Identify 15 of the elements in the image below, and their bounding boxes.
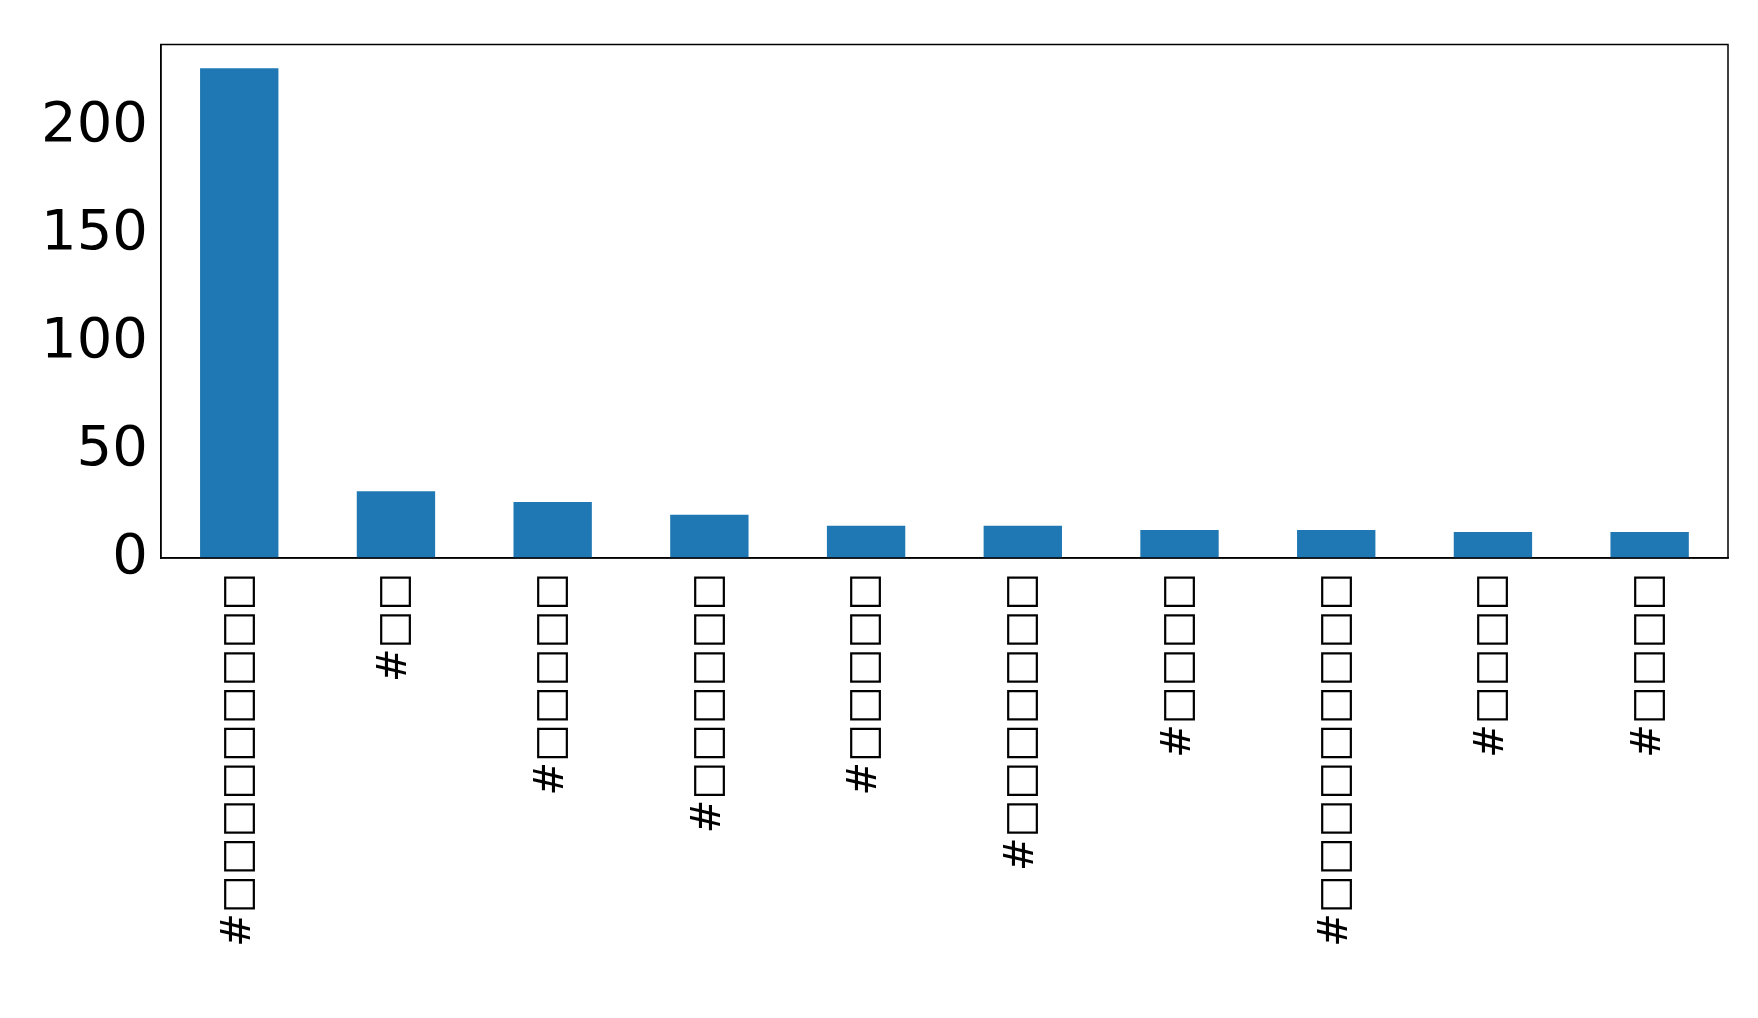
x-tick-label: #□□□□□□□ <box>996 573 1043 872</box>
x-tick-label: #□□□□□□ <box>682 573 729 834</box>
y-tick-label: 0 <box>112 520 148 586</box>
y-tick-label: 150 <box>41 196 148 262</box>
x-tick-label: #□□□□ <box>1152 573 1199 758</box>
y-tick-label: 200 <box>41 89 148 155</box>
x-tick-label: #□□□□ <box>1466 573 1513 758</box>
x-tick-label: #□□□□□ <box>839 573 886 796</box>
x-tick-label: #□□□□ <box>1623 573 1670 758</box>
x-tick-label: #□□□□□□□□□ <box>212 573 259 947</box>
y-tick-label: 100 <box>41 304 148 370</box>
x-tick-label: #□□□□□ <box>526 573 573 796</box>
x-tick-label: #□□ <box>369 573 416 683</box>
x-tick-label: #□□□□□□□□□ <box>1309 573 1356 947</box>
y-tick-label: 50 <box>76 412 148 478</box>
